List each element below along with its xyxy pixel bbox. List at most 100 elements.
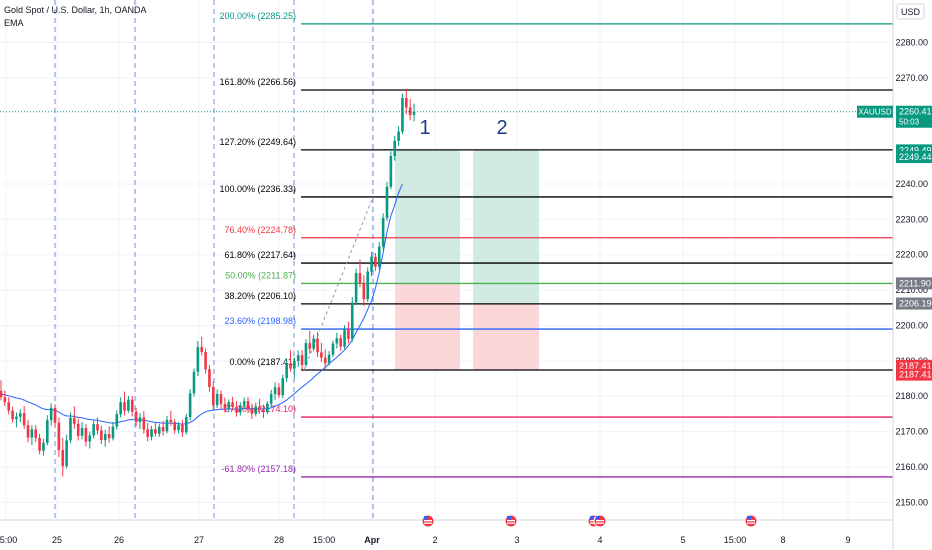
fib-level-label: 0.00% (2187.41)	[229, 357, 296, 367]
fibonacci-retracement[interactable]: 200.00% (2285.25) 161.80% (2266.56) 127.20…	[219, 11, 893, 478]
us-flag-stripe	[747, 520, 755, 522]
us-flag-icon[interactable]	[504, 514, 518, 528]
candle-body	[273, 387, 277, 395]
candle-body	[335, 338, 339, 344]
candle-body	[123, 402, 126, 411]
position-zones[interactable]	[395, 149, 539, 370]
candle-body	[22, 413, 26, 426]
us-flag-icon[interactable]	[744, 514, 758, 528]
candle-body	[385, 186, 389, 218]
candle-body	[331, 343, 335, 355]
time-tick-label: 15:00	[0, 535, 17, 545]
us-flag-icon[interactable]	[593, 514, 607, 528]
candle-body	[96, 424, 99, 431]
candle-body	[405, 97, 408, 108]
candle-body	[285, 363, 288, 379]
us-flag-canton	[424, 516, 428, 520]
price-axis[interactable]: 2150.002160.002170.002180.002190.002200.…	[892, 0, 932, 550]
price-tag	[896, 297, 932, 310]
candle-body	[103, 434, 107, 441]
candle-body	[177, 424, 180, 431]
candle-body	[65, 440, 68, 467]
candle-body	[408, 107, 412, 115]
candle-body	[30, 429, 34, 438]
candle-body	[374, 256, 377, 267]
stop-zone[interactable]	[473, 303, 539, 370]
candle-body	[235, 406, 238, 413]
candle-body	[320, 352, 323, 358]
candle-body	[38, 437, 41, 451]
time-tick-label: 4	[597, 535, 602, 545]
candle-body	[389, 156, 393, 187]
ema-indicator-label[interactable]: EMA	[4, 18, 24, 28]
economic-events	[421, 514, 758, 528]
time-tick-label: 3	[514, 535, 519, 545]
fib-trend-line	[303, 196, 374, 371]
countdown-timer: 50:03	[899, 118, 920, 127]
candle-body	[161, 426, 165, 432]
price-tick-label: 2180.00	[895, 391, 928, 401]
symbol-title[interactable]: Gold Spot / U.S. Dollar, 1h, OANDA	[4, 5, 147, 15]
grid-lines	[0, 0, 893, 520]
candle-body	[296, 355, 300, 362]
candlestick-series	[0, 88, 416, 477]
candle-body	[73, 417, 76, 424]
time-tick-label: 27	[194, 535, 204, 545]
candle-body	[169, 419, 173, 423]
candle-body	[223, 403, 227, 409]
candle-body	[343, 329, 346, 347]
candle-body	[219, 394, 223, 404]
time-tick-label: 5	[680, 535, 685, 545]
price-tick-label: 2210.00	[895, 285, 928, 295]
candle-body	[181, 424, 184, 433]
us-flag-canton	[590, 516, 594, 520]
candle-body	[115, 414, 119, 427]
candle-body	[100, 430, 103, 441]
candle-body	[138, 417, 142, 423]
target-zone[interactable]	[395, 149, 460, 284]
candle-body	[19, 413, 22, 417]
candle-body	[154, 429, 157, 434]
candle-body	[53, 407, 57, 423]
candle-body	[370, 256, 373, 272]
candle-body	[196, 347, 200, 372]
candle-body	[381, 217, 385, 247]
currency-button[interactable]	[896, 3, 925, 20]
candle-body	[130, 399, 134, 412]
fib-level-label: -61.80% (2157.18)	[221, 464, 296, 474]
candle-body	[254, 406, 258, 414]
price-tag	[896, 277, 932, 290]
candle-body	[7, 402, 11, 411]
candle-body	[401, 97, 404, 132]
time-tick-label: 9	[845, 535, 850, 545]
price-tag-value: 2249.44	[899, 152, 932, 162]
candle-body	[49, 407, 53, 421]
day-separator-lines	[54, 0, 374, 520]
zone-number-label: 2	[496, 117, 507, 139]
candle-body	[250, 409, 254, 414]
candle-body	[119, 402, 122, 415]
price-tags: XAUUSD 2260.4150:032249.492249.442211.902…	[857, 105, 932, 381]
candle-body	[0, 390, 3, 398]
candle-body	[208, 369, 211, 387]
time-tick-label: 15:00	[313, 535, 336, 545]
candle-body	[80, 428, 84, 436]
candle-body	[308, 343, 312, 349]
price-tag-value: 2206.19	[899, 299, 932, 309]
candle-body	[146, 429, 149, 437]
us-flag-stripe	[424, 522, 432, 524]
candle-body	[204, 351, 207, 370]
time-axis[interactable]: 15:00 25 26 27 28 15:00 Apr 2 3 4 5 15:00 8 9	[0, 519, 893, 545]
candle-body	[312, 338, 315, 349]
us-flag-icon[interactable]	[421, 514, 435, 528]
symbol-tag-text: XAUUSD	[858, 108, 892, 117]
us-flag-stripe	[596, 522, 604, 524]
us-flag-stripe	[596, 520, 604, 522]
stop-zone[interactable]	[395, 283, 460, 370]
target-zone[interactable]	[473, 149, 539, 304]
candle-body	[69, 417, 72, 441]
candle-body	[57, 422, 61, 450]
candle-body	[262, 409, 265, 413]
